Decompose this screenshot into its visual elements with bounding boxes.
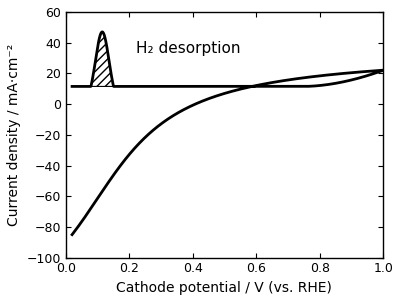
X-axis label: Cathode potential / V (vs. RHE): Cathode potential / V (vs. RHE) — [116, 281, 332, 295]
Y-axis label: Current density / mA·cm⁻²: Current density / mA·cm⁻² — [7, 44, 21, 226]
Text: H₂ desorption: H₂ desorption — [136, 41, 240, 56]
